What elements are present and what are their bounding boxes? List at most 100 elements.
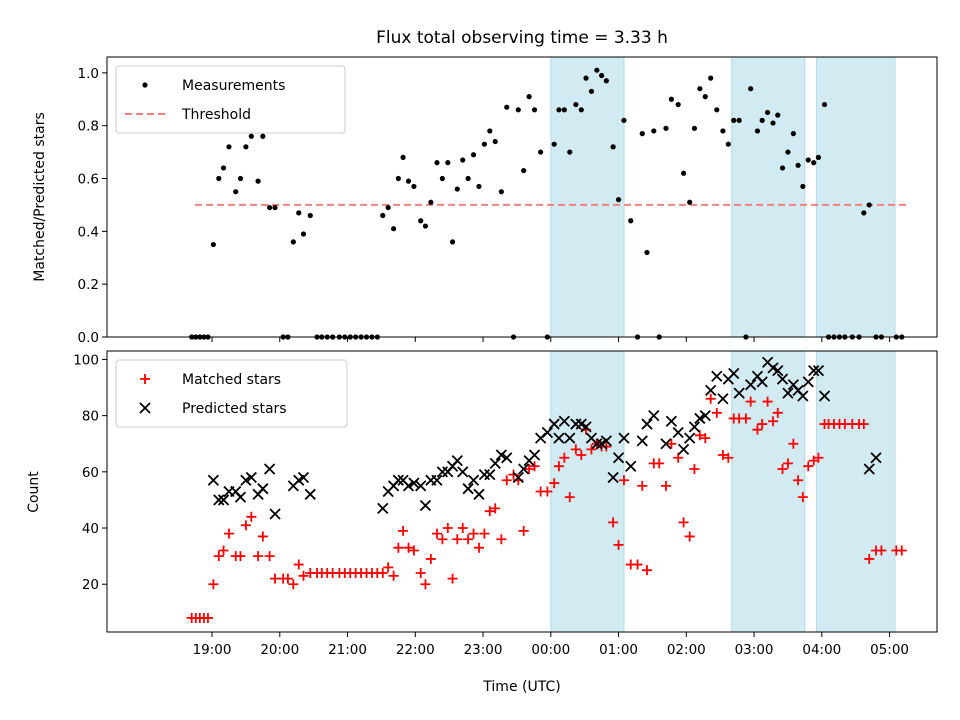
predicted-star-point (636, 435, 648, 447)
measurement-point (668, 96, 675, 102)
matched-star-point (457, 523, 468, 534)
matched-star-point (757, 419, 768, 430)
matched-star-point (257, 531, 268, 542)
matched-star-point (288, 579, 299, 590)
measurement-point (644, 249, 650, 256)
measurement-point (521, 167, 527, 174)
predicted-star-point (478, 469, 491, 481)
measurement-point (290, 239, 296, 245)
matched-star-point (700, 433, 711, 444)
measurement-point (800, 183, 806, 190)
matched-star-point (240, 520, 251, 531)
predicted-star-point (641, 418, 653, 430)
matched-star-point (684, 531, 695, 542)
measurement-point (610, 144, 616, 150)
x-tick-label: 01:00 (599, 642, 638, 658)
measurement-point (460, 157, 466, 163)
predicted-star-point (660, 438, 672, 450)
predicted-star-point (564, 432, 576, 444)
measurement-point (465, 175, 471, 182)
measurement-point (599, 72, 605, 79)
y-tick-label: 60 (82, 465, 99, 481)
matched-star-point (442, 523, 453, 534)
matched-star-point (393, 542, 404, 553)
matched-star-point (408, 545, 419, 556)
measurement-point (470, 152, 477, 158)
predicted-star-point (684, 432, 696, 444)
matched-star-point (608, 517, 619, 528)
y-tick-label: 1.0 (78, 66, 99, 82)
y-tick-label: 0.0 (78, 330, 99, 346)
predicted-star-point (558, 415, 570, 427)
matched-star-point (586, 444, 597, 455)
measurement-point (578, 107, 584, 113)
matched-star-point (777, 464, 788, 475)
predicted-star-point (694, 412, 706, 425)
matched-star-point (490, 503, 501, 514)
predicted-star-point (512, 471, 524, 484)
matched-star-point (447, 573, 458, 584)
matched-star-point (876, 545, 887, 556)
matched-star-point (529, 461, 540, 472)
matched-star-point (282, 573, 293, 584)
predicted-star-point (473, 488, 485, 500)
measurement-point (237, 175, 244, 182)
measurement-point (481, 141, 487, 147)
matched-star-point (473, 542, 484, 553)
measurement-point (210, 241, 216, 248)
predicted-star-point (467, 474, 480, 486)
measurement-point (300, 231, 307, 237)
x-tick-label: 03:00 (735, 642, 774, 658)
y-tick-label: 0.4 (78, 224, 99, 240)
matched-star-point (613, 539, 624, 550)
predicted-star-point (818, 390, 831, 402)
matched-star-point (468, 528, 479, 539)
predicted-star-point (436, 466, 449, 478)
y-tick-label: 40 (82, 521, 99, 537)
predicted-star-point (618, 432, 630, 444)
measurement-point (226, 144, 232, 150)
predicted-star-point (245, 471, 257, 484)
measurement-point (233, 189, 239, 195)
matched-star-point (437, 534, 448, 545)
y-tick-label: 0.6 (78, 172, 99, 188)
predicted-star-point (672, 426, 684, 439)
predicted-star-point (269, 508, 281, 520)
matched-star-point (673, 452, 684, 463)
measurement-point (296, 210, 302, 216)
measurement-point (866, 202, 872, 208)
predicted-star-point (501, 452, 513, 464)
measurement-point (754, 128, 761, 134)
measurement-point (538, 149, 544, 155)
x-tick-label: 21:00 (328, 642, 367, 658)
legend-box (115, 359, 348, 428)
predicted-star-point (756, 376, 768, 388)
y-tick-label: 0.8 (78, 119, 99, 135)
measurement-point (720, 128, 726, 134)
matched-star-point (813, 452, 824, 463)
matched-star-point (518, 525, 529, 536)
plot-frame (106, 350, 938, 633)
predicted-star-point (548, 418, 560, 430)
shaded-interval (815, 350, 896, 633)
predicted-star-point (580, 421, 592, 433)
predicted-star-point (213, 494, 225, 506)
matched-star-point (202, 612, 213, 623)
top-panel: 0.0 0.2 0.4 0.6 0.8 1.0 Measurements Threshold (78, 56, 938, 346)
matched-star-point (689, 464, 700, 475)
measurement-point (561, 107, 567, 113)
measurement-point (395, 175, 401, 182)
matched-star-point (213, 551, 224, 562)
measurement-point (736, 117, 742, 123)
x-tick-label: 20:00 (260, 642, 299, 658)
matched-star-point (431, 528, 442, 539)
legend-dot-marker (142, 82, 148, 88)
matched-star-point (678, 517, 689, 528)
measurement-point (422, 223, 429, 229)
predicted-star-point (457, 466, 469, 478)
x-tick-label: 22:00 (396, 642, 435, 658)
matched-star-point (501, 475, 512, 486)
measurement-point (779, 165, 786, 171)
matched-star-point (694, 430, 705, 441)
predicted-star-point (612, 452, 625, 464)
